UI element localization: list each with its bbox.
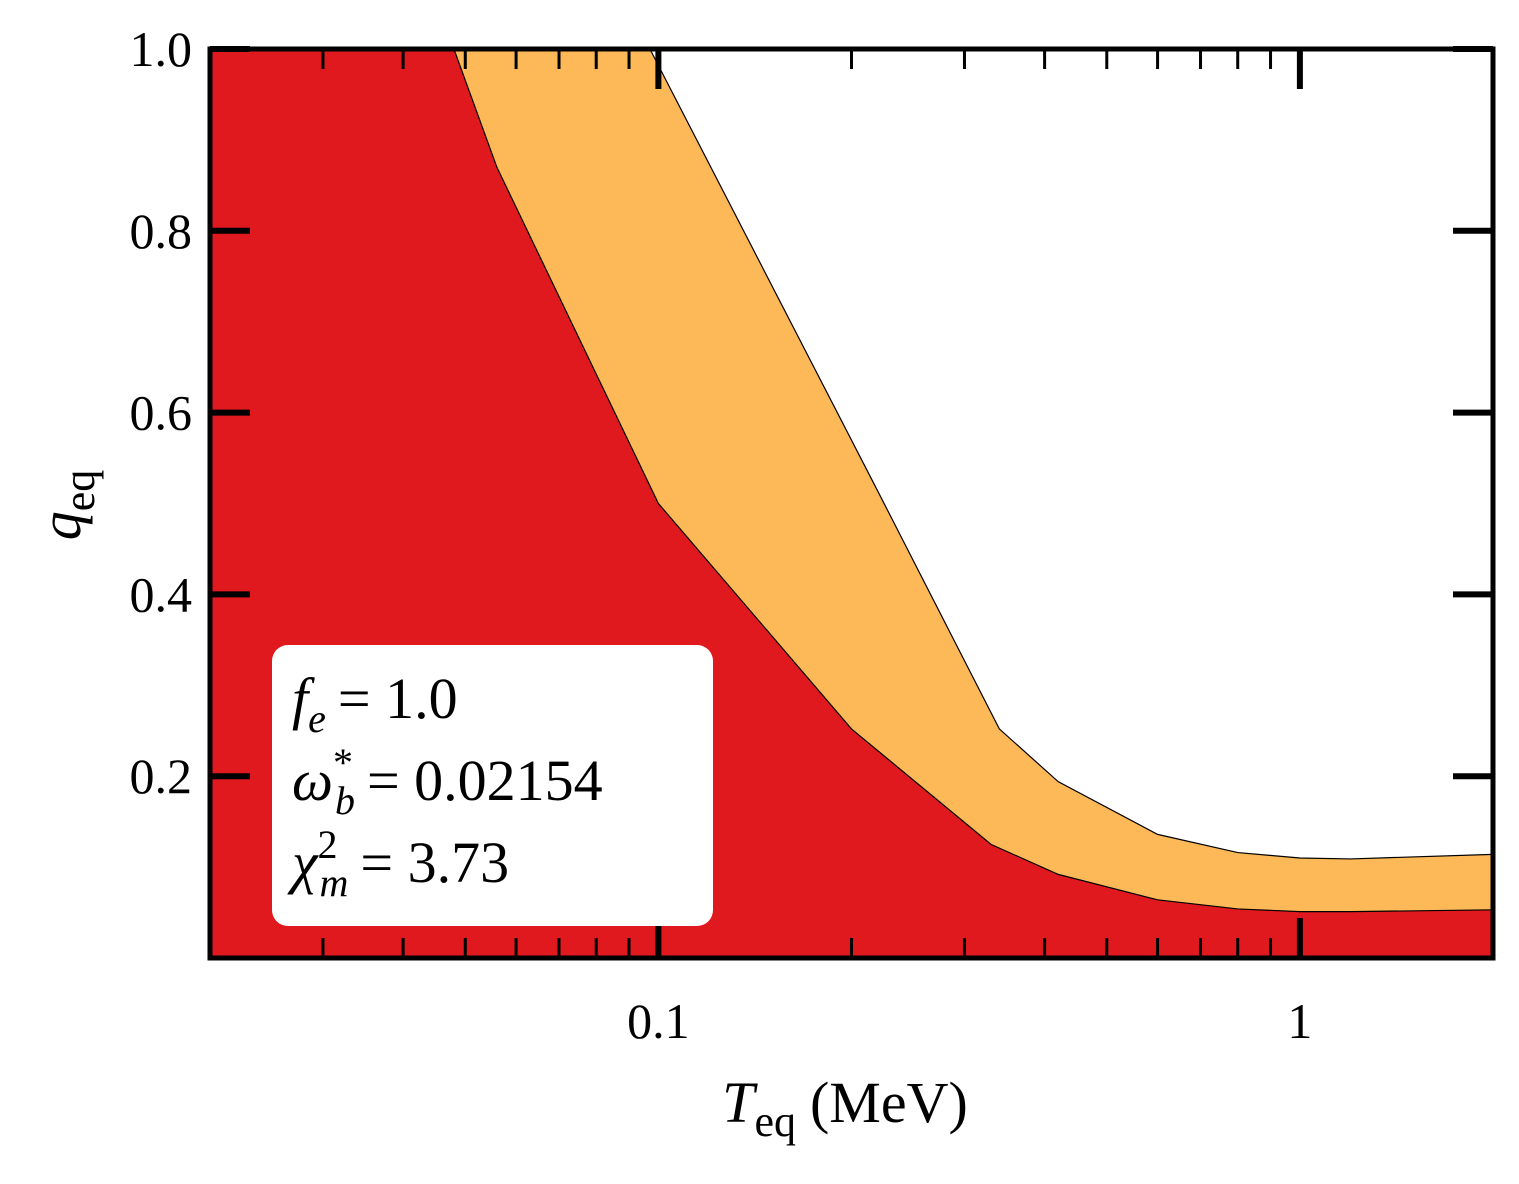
annotation-text: = 1.0 <box>338 666 458 731</box>
y-axis-label: qeq <box>28 470 104 541</box>
y-label-subscript: eq <box>55 470 104 512</box>
y-tick-label: 0.2 <box>130 748 193 804</box>
y-tick-label: 0.8 <box>130 203 193 259</box>
annotation: ω* b = 0.02154 <box>292 740 603 823</box>
annotation-text: = 0.02154 <box>367 748 603 813</box>
area-edge <box>453 49 1493 913</box>
axes: 0.1 1 0.2 0.4 0.6 0.8 1.0 <box>130 21 1496 1049</box>
area-edge <box>649 49 1493 860</box>
annotation-symbol: ω <box>292 748 333 813</box>
annotation-symbol: χ <box>287 830 319 895</box>
x-label-subscript: eq <box>754 1097 796 1146</box>
annotation-text: = 3.73 <box>360 830 509 895</box>
x-tick-label: 1 <box>1287 993 1312 1049</box>
annotation-subscript: b <box>335 778 355 823</box>
annotation-superscript: * <box>333 740 353 785</box>
y-label-symbol: q <box>28 511 93 540</box>
annotation-subscript: m <box>320 860 349 905</box>
x-label-symbol: T <box>722 1070 758 1135</box>
x-tick-label: 0.1 <box>627 993 690 1049</box>
annotation: χ2 m = 3.73 <box>287 822 509 905</box>
x-axis-label: Teq (MeV) <box>722 1070 968 1146</box>
y-tick-label: 1.0 <box>130 21 193 77</box>
annotation-box <box>272 645 713 926</box>
y-tick-label: 0.4 <box>130 566 193 622</box>
y-tick-label: 0.6 <box>130 385 193 441</box>
annotation-superscript: 2 <box>318 822 338 867</box>
x-label-unit: (MeV) <box>810 1070 968 1135</box>
annotation-subscript: e <box>308 696 326 741</box>
